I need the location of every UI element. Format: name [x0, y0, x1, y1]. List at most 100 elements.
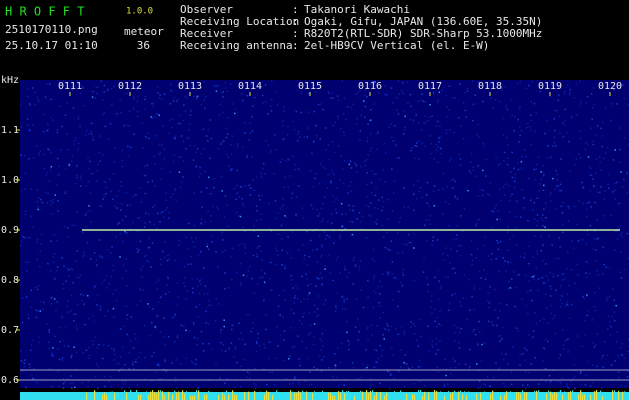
noise-pixel	[358, 330, 360, 333]
noise-pixel	[70, 356, 72, 359]
noise-pixel	[511, 383, 513, 385]
noise-pixel	[332, 375, 334, 378]
noise-pixel	[375, 292, 377, 295]
noise-pixel	[293, 312, 295, 315]
info-separator: :	[292, 3, 299, 16]
noise-pixel	[376, 325, 378, 327]
noise-pixel	[388, 271, 391, 273]
noise-pixel	[151, 117, 154, 120]
noise-pixel	[48, 329, 51, 331]
noise-pixel	[157, 363, 160, 365]
noise-pixel	[303, 136, 306, 138]
level-spike	[248, 391, 250, 400]
noise-pixel	[239, 215, 242, 218]
level-spike	[586, 395, 588, 400]
noise-pixel	[246, 94, 248, 97]
noise-pixel	[345, 298, 348, 300]
noise-pixel	[229, 83, 232, 86]
noise-pixel	[390, 87, 393, 89]
level-spike	[330, 392, 332, 400]
noise-pixel	[600, 186, 602, 188]
noise-pixel	[147, 213, 150, 215]
noise-pixel	[384, 181, 386, 183]
noise-pixel	[47, 341, 50, 344]
noise-pixel	[312, 336, 315, 338]
noise-pixel	[387, 218, 390, 220]
noise-pixel	[112, 198, 114, 200]
noise-pixel	[139, 287, 141, 290]
noise-pixel	[438, 280, 440, 282]
level-spike	[152, 390, 154, 400]
level-spike	[174, 390, 176, 400]
noise-pixel	[605, 296, 608, 299]
noise-pixel	[603, 341, 606, 343]
noise-pixel	[102, 99, 104, 101]
noise-pixel	[624, 385, 627, 388]
noise-pixel	[434, 228, 436, 230]
noise-pixel	[76, 174, 78, 177]
y-tick-label: 0.8	[1, 275, 19, 286]
noise-pixel	[249, 194, 252, 196]
noise-pixel	[195, 363, 197, 365]
noise-pixel	[556, 274, 559, 277]
noise-pixel	[519, 134, 521, 137]
noise-pixel	[478, 380, 481, 383]
noise-pixel	[479, 386, 482, 389]
noise-pixel	[433, 158, 435, 160]
noise-pixel	[200, 283, 202, 285]
noise-pixel	[416, 197, 418, 200]
noise-pixel	[282, 198, 284, 200]
noise-pixel	[210, 235, 213, 238]
noise-pixel	[270, 288, 272, 291]
noise-pixel	[320, 349, 323, 351]
noise-pixel	[567, 84, 569, 86]
noise-pixel	[459, 301, 461, 303]
noise-pixel	[116, 299, 118, 302]
level-spike	[616, 393, 618, 400]
noise-pixel	[314, 90, 317, 93]
noise-pixel	[370, 192, 373, 194]
noise-pixel	[510, 371, 513, 374]
level-spike	[538, 390, 540, 400]
noise-pixel	[596, 270, 599, 272]
noise-pixel	[52, 347, 54, 349]
noise-pixel	[371, 334, 373, 336]
noise-pixel	[554, 257, 557, 260]
noise-pixel	[603, 215, 605, 217]
noise-pixel	[497, 242, 499, 244]
noise-pixel	[337, 384, 340, 387]
noise-pixel	[58, 326, 61, 329]
noise-pixel	[64, 192, 67, 195]
noise-pixel	[552, 177, 554, 180]
noise-pixel	[324, 268, 326, 270]
noise-pixel	[150, 380, 153, 382]
noise-pixel	[410, 149, 412, 152]
noise-pixel	[368, 206, 370, 208]
y-tick-label: 1.1	[1, 125, 19, 136]
noise-pixel	[306, 230, 308, 233]
noise-pixel	[612, 88, 615, 91]
noise-pixel	[163, 335, 166, 338]
noise-pixel	[313, 110, 315, 113]
noise-pixel	[156, 315, 159, 318]
noise-pixel	[397, 370, 400, 372]
noise-pixel	[236, 192, 238, 195]
noise-pixel	[38, 265, 41, 268]
noise-pixel	[30, 215, 33, 217]
noise-pixel	[532, 330, 535, 332]
noise-pixel	[95, 86, 97, 89]
noise-pixel	[308, 92, 310, 95]
noise-pixel	[238, 338, 241, 340]
noise-pixel	[48, 83, 51, 85]
noise-pixel	[320, 243, 323, 246]
noise-pixel	[126, 204, 129, 207]
noise-pixel	[446, 116, 449, 118]
noise-pixel	[322, 218, 324, 220]
level-spike	[262, 394, 264, 400]
noise-pixel	[121, 159, 123, 162]
noise-pixel	[473, 308, 476, 311]
noise-pixel	[422, 271, 425, 273]
noise-pixel	[310, 239, 312, 242]
noise-pixel	[424, 115, 426, 117]
noise-pixel	[358, 211, 361, 214]
